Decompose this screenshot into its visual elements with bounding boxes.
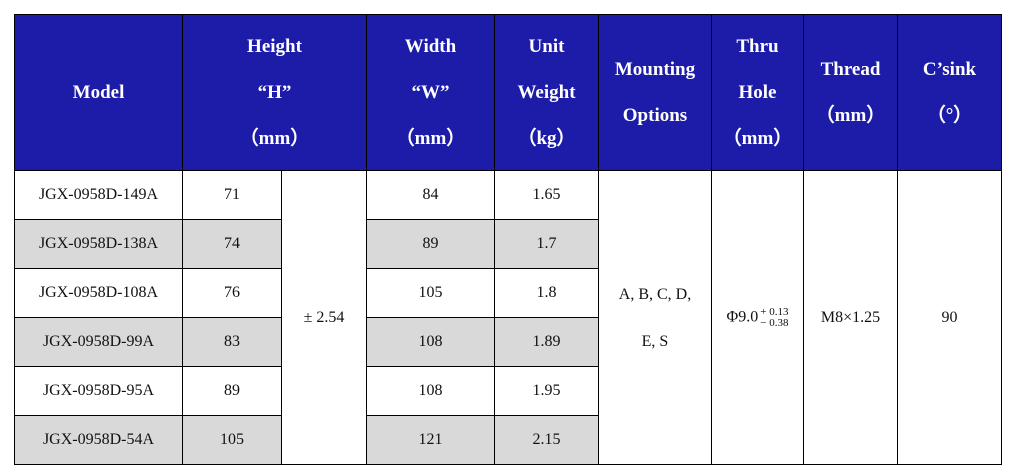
model-cell: JGX-0958D-54A	[14, 415, 183, 465]
height-cell: 74	[182, 219, 282, 269]
header-text: （°）	[926, 104, 973, 126]
upper-tolerance: + 0.13	[760, 305, 789, 318]
model-cell: JGX-0958D-149A	[14, 170, 183, 220]
model-cell: JGX-0958D-95A	[14, 366, 183, 416]
table-row: JGX-0958D-138A 74 89 1.7	[14, 219, 1002, 269]
thread-cell: M8×1.25	[803, 170, 898, 465]
header-text: “H”	[257, 81, 292, 103]
weight-cell: 1.7	[494, 219, 599, 269]
height-cell: 105	[182, 415, 282, 465]
height-cell: 71	[182, 170, 282, 220]
header-text: Model	[72, 81, 125, 103]
header-text: （mm）	[722, 127, 793, 149]
width-cell: 108	[366, 317, 495, 367]
width-cell: 84	[366, 170, 495, 220]
header-text: （mm）	[395, 127, 466, 149]
header-text: C’sink	[922, 58, 977, 80]
thru-hole-base: Φ9.0	[726, 308, 759, 326]
spec-table: Model Height “H” （mm） Width “W” （mm） Unit Weight…	[14, 14, 1002, 465]
header-text: （mm）	[239, 127, 310, 149]
header-cell: Width “W” （mm）	[366, 14, 495, 171]
model-cell: JGX-0958D-108A	[14, 268, 183, 318]
tolerance-cell: ± 2.54	[281, 170, 367, 465]
header-cell: Thru Hole （mm）	[711, 14, 804, 171]
header-text: Hole	[738, 81, 777, 103]
table-row: JGX-0958D-95A 89 108 1.95	[14, 366, 1002, 416]
weight-cell: 1.95	[494, 366, 599, 416]
model-cell: JGX-0958D-99A	[14, 317, 183, 367]
header-text: Height	[247, 35, 302, 57]
header-text: Thread	[820, 58, 881, 80]
header-cell: Unit Weight （kg）	[494, 14, 599, 171]
width-cell: 105	[366, 268, 495, 318]
mounting-text: A, B, C, D,	[618, 285, 692, 303]
weight-cell: 2.15	[494, 415, 599, 465]
weight-cell: 1.89	[494, 317, 599, 367]
height-cell: 83	[182, 317, 282, 367]
header-text: （kg）	[517, 127, 576, 149]
table-row: JGX-0958D-149A 71 ± 2.54 84 1.65 A, B, C, D, E…	[14, 170, 1002, 465]
header-text: Weight	[517, 81, 576, 103]
header-text: Mounting	[614, 58, 696, 80]
width-cell: 121	[366, 415, 495, 465]
width-cell: 108	[366, 366, 495, 416]
csink-cell: 90	[897, 170, 1002, 465]
header-text: “W”	[411, 81, 450, 103]
header-cell: Thread （mm）	[803, 14, 898, 171]
header-text: Width	[404, 35, 457, 57]
header-cell: Height “H” （mm）	[182, 14, 367, 171]
height-cell: 76	[182, 268, 282, 318]
table-row: JGX-0958D-99A 83 108 1.89	[14, 317, 1002, 367]
thru-hole-cell: Φ9.0 + 0.13− 0.38	[711, 170, 804, 465]
weight-cell: 1.8	[494, 268, 599, 318]
header-row: Model Height “H” （mm） Width “W” （mm） Unit Weight…	[14, 14, 1002, 171]
lower-tolerance: − 0.38	[760, 316, 789, 329]
header-cell: C’sink （°）	[897, 14, 1002, 171]
width-cell: 89	[366, 219, 495, 269]
header-text: Options	[622, 104, 688, 126]
header-cell: Model	[14, 14, 183, 171]
table-body: JGX-0958D-149A 71 ± 2.54 84 1.65 A, B, C, D, E…	[14, 170, 1002, 465]
header-text: Thru	[736, 35, 779, 57]
header-text: （mm）	[815, 104, 886, 126]
mounting-cell: A, B, C, D, E, S	[598, 170, 712, 465]
height-cell: 89	[182, 366, 282, 416]
header-cell: Mounting Options	[598, 14, 712, 171]
table-row: JGX-0958D-54A 105 121 2.15	[14, 415, 1002, 465]
tolerance-stack: + 0.13− 0.38	[760, 305, 789, 329]
table-row: JGX-0958D-108A 76 105 1.8	[14, 268, 1002, 318]
header-text: Unit	[528, 35, 565, 57]
mounting-text: E, S	[641, 332, 669, 350]
model-cell: JGX-0958D-138A	[14, 219, 183, 269]
weight-cell: 1.65	[494, 170, 599, 220]
